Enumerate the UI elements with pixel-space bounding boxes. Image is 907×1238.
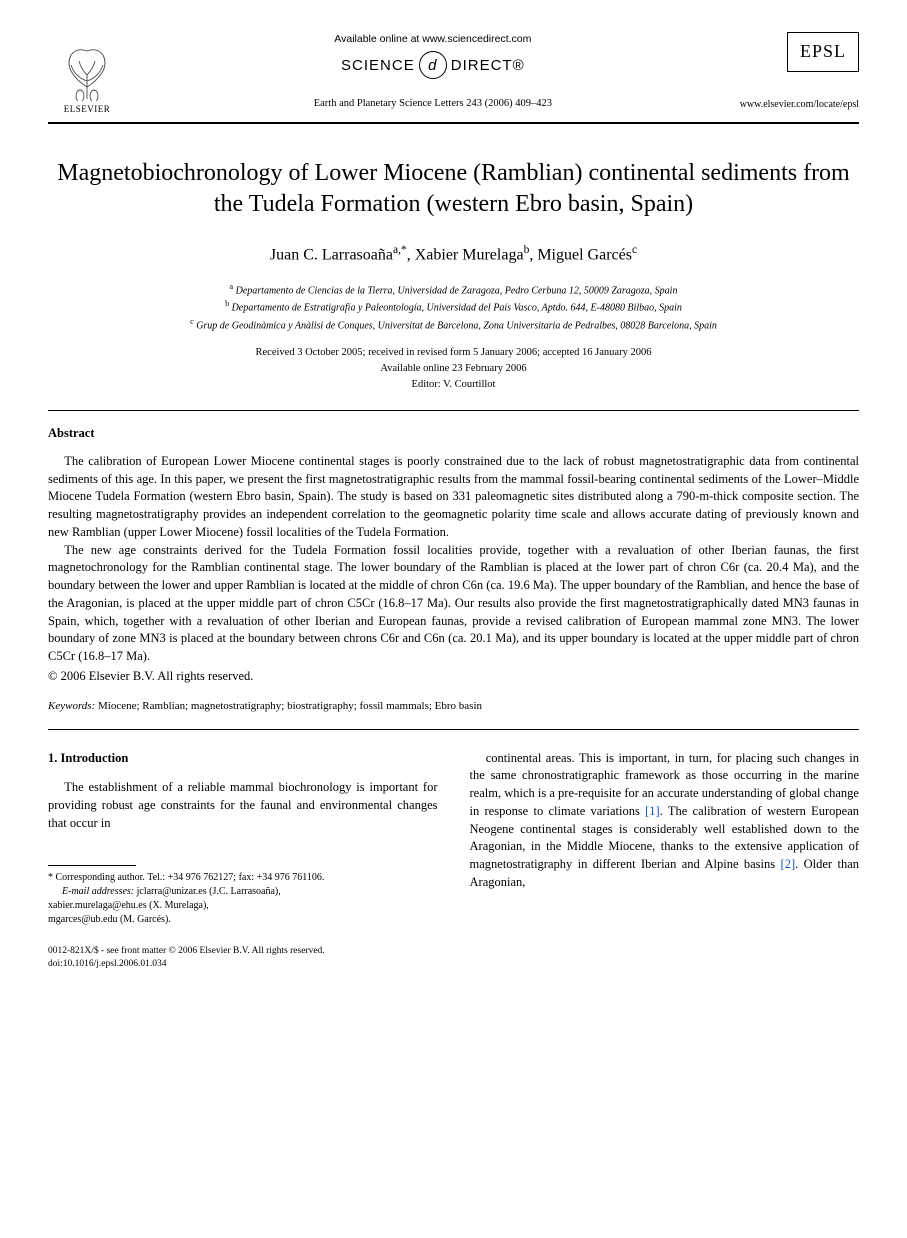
affiliation-b: b Departamento de Estratigrafía y Paleon… [48, 298, 859, 315]
intro-para-right: continental areas. This is important, in… [470, 750, 860, 892]
author-2-affil-sup: b [524, 244, 530, 256]
left-column: 1. Introduction The establishment of a r… [48, 750, 438, 971]
abstract-bottom-rule [48, 729, 859, 730]
header-center: Available online at www.sciencedirect.co… [126, 32, 740, 111]
abstract-para-2: The new age constraints derived for the … [48, 542, 859, 666]
affil-b-text: Departamento de Estratigrafía y Paleonto… [232, 303, 682, 314]
keywords-label: Keywords: [48, 700, 95, 712]
copyright-line: © 2006 Elsevier B.V. All rights reserved… [48, 668, 859, 686]
at-icon: d [419, 51, 447, 79]
dates-line-3: Editor: V. Courtillot [48, 377, 859, 393]
authors-line: Juan C. Larrasoañaa,*, Xabier Murelagab,… [48, 242, 859, 267]
abstract-top-rule [48, 410, 859, 411]
keywords-line: Keywords: Miocene; Ramblian; magnetostra… [48, 699, 859, 714]
dates-line-2: Available online 23 February 2006 [48, 361, 859, 377]
elsevier-logo: ELSEVIER [48, 28, 126, 116]
author-3: Miguel Garcés [537, 247, 632, 264]
affiliation-c: c Grup de Geodinàmica y Anàlisi de Conqu… [48, 316, 859, 333]
article-title: Magnetobiochronology of Lower Miocene (R… [56, 158, 851, 220]
author-2: Xabier Murelaga [415, 247, 524, 264]
doi-line: doi:10.1016/j.epsl.2006.01.034 [48, 958, 438, 971]
journal-header: ELSEVIER Available online at www.science… [48, 28, 859, 116]
elsevier-label: ELSEVIER [64, 103, 111, 116]
citation-line: Earth and Planetary Science Letters 243 … [314, 97, 552, 112]
body-two-column: 1. Introduction The establishment of a r… [48, 750, 859, 971]
abstract-body: The calibration of European Lower Miocen… [48, 453, 859, 666]
direct-text: DIRECT® [451, 55, 525, 76]
author-1: Juan C. Larrasoaña [270, 247, 393, 264]
affil-a-sup: a [230, 282, 234, 291]
affiliation-a: a Departamento de Ciencias de la Tierra,… [48, 281, 859, 298]
affiliations-block: a Departamento de Ciencias de la Tierra,… [48, 281, 859, 333]
top-rule [48, 122, 859, 124]
affil-a-text: Departamento de Ciencias de la Tierra, U… [236, 285, 678, 296]
affil-c-text: Grup de Geodinàmica y Anàlisi de Conques… [196, 320, 717, 331]
available-online-text: Available online at www.sciencedirect.co… [334, 32, 531, 47]
email-label: E-mail addresses: [62, 886, 134, 897]
ref-link-2[interactable]: [2] [781, 857, 796, 871]
corresponding-author-footnote: * Corresponding author. Tel.: +34 976 76… [48, 871, 438, 927]
author-1-affil-sup: a,* [393, 244, 407, 256]
front-matter-line: 0012-821X/$ - see front matter © 2006 El… [48, 945, 438, 958]
email-1: jclarra@unizar.es (J.C. Larrasoaña), [134, 886, 281, 897]
abstract-para-1: The calibration of European Lower Miocen… [48, 453, 859, 542]
affil-b-sup: b [225, 299, 229, 308]
dates-line-1: Received 3 October 2005; received in rev… [48, 345, 859, 361]
author-3-affil-sup: c [632, 244, 637, 256]
epsl-journal-box: EPSL [787, 32, 859, 71]
right-column: continental areas. This is important, in… [470, 750, 860, 971]
footer-meta: 0012-821X/$ - see front matter © 2006 El… [48, 945, 438, 971]
corr-author-line: * Corresponding author. Tel.: +34 976 76… [48, 871, 438, 885]
abstract-heading: Abstract [48, 425, 859, 443]
header-right: EPSL www.elsevier.com/locate/epsl [740, 32, 859, 111]
email-2: xabier.murelaga@ehu.es (X. Murelaga), [48, 899, 438, 913]
email-3: mgarces@ub.edu (M. Garcés). [48, 913, 438, 927]
article-dates: Received 3 October 2005; received in rev… [48, 345, 859, 392]
affil-c-sup: c [190, 317, 194, 326]
sciencedirect-logo: SCIENCE d DIRECT® [341, 51, 525, 79]
elsevier-tree-icon [53, 41, 121, 101]
email-line-1: E-mail addresses: jclarra@unizar.es (J.C… [48, 885, 438, 899]
footnote-rule [48, 865, 136, 866]
journal-url: www.elsevier.com/locate/epsl [740, 98, 859, 112]
section-1-heading: 1. Introduction [48, 750, 438, 768]
ref-link-1[interactable]: [1] [645, 804, 660, 818]
keywords-text: Miocene; Ramblian; magnetostratigraphy; … [95, 700, 482, 712]
science-text: SCIENCE [341, 55, 415, 76]
intro-para-left: The establishment of a reliable mammal b… [48, 779, 438, 832]
